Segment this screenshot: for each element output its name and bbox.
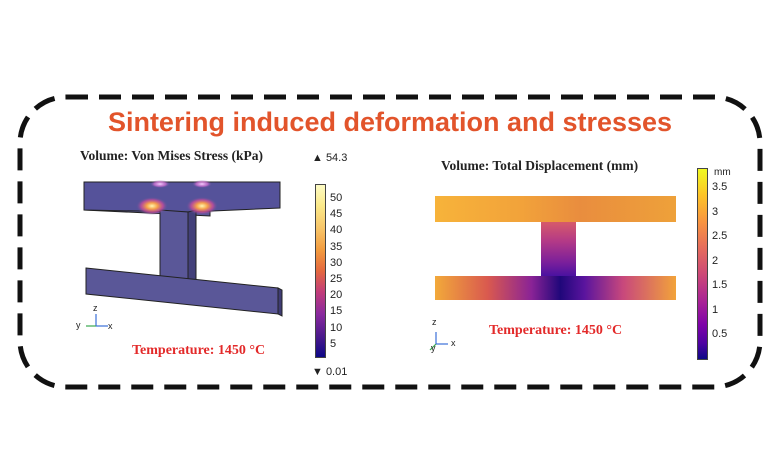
displacement-colorbar-tick-label: 2	[712, 254, 719, 267]
stress-hotspot	[136, 197, 168, 215]
stress-colorbar-tick-label: 10	[330, 321, 343, 334]
stress-colorbar-tick-label: 40	[330, 224, 343, 237]
stress-colorbar	[315, 184, 326, 358]
stress-colorbar-tick-label: 50	[330, 192, 343, 204]
displacement-plot-title: Volume: Total Displacement (mm)	[441, 158, 639, 173]
axis-label-x: x	[451, 338, 456, 348]
stress-colorbar-tick-label: 20	[330, 289, 343, 302]
stress-hotspot	[186, 197, 218, 215]
stress-plot-title: Volume: Von Mises Stress (kPa)	[80, 148, 264, 163]
axis-label-x: x	[108, 321, 113, 331]
stress-hotspot	[150, 180, 170, 188]
displacement-colorbar-tick-label: 1	[712, 303, 719, 316]
stress-colorbar-tick-label: 45	[330, 208, 343, 221]
displacement-colorbar-tick-label: 2.5	[712, 230, 728, 242]
temperature-label-left: Temperature: 1450 °C	[132, 343, 266, 358]
stress-colorbar-tick-label: 25	[330, 273, 343, 285]
axis-label-y: y	[431, 343, 436, 353]
displacement-colorbar-tick-label: 1.5	[712, 279, 728, 291]
figure-title: Sintering induced deformation and stress…	[107, 107, 673, 137]
stress-hotspot	[192, 180, 212, 188]
displacement-colorbar	[697, 168, 708, 360]
min-value-label: ▼ 0.01	[312, 366, 348, 378]
axis-triad-right	[429, 332, 448, 351]
displacement-bottom-flange	[435, 276, 676, 300]
axis-triad-left	[86, 314, 108, 327]
temperature-label-right: Temperature: 1450 °C	[489, 323, 623, 338]
stress-colorbar-tick-label: 5	[330, 337, 337, 350]
max-value-label: ▲ 54.3	[312, 152, 348, 164]
stress-colorbar-tick-label: 30	[330, 256, 343, 269]
displacement-colorbar-tick-label: 0.5	[712, 328, 728, 340]
axis-label-y: y	[76, 320, 81, 330]
stress-colorbar-tick-label: 35	[330, 240, 343, 253]
displacement-web	[541, 222, 576, 276]
axis-label-z: z	[432, 317, 437, 327]
axis-label-z: z	[93, 303, 98, 313]
displacement-colorbar-tick-label: 3	[712, 205, 719, 218]
displacement-colorbar-tick-label: 3.5	[712, 181, 728, 193]
displacement-top-flange	[435, 196, 676, 222]
stress-colorbar-tick-label: 15	[330, 305, 343, 318]
stress-model	[83, 180, 283, 317]
colorbar-unit: mm	[714, 167, 731, 178]
